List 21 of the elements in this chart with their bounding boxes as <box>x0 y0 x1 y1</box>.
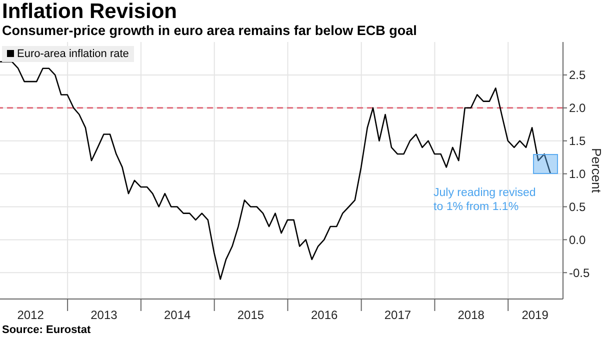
annotation: July reading revised to 1% from 1.1% <box>434 186 537 214</box>
y-tick-label: 2.5 <box>569 68 586 82</box>
x-tick-label: 2019 <box>522 308 549 322</box>
x-tick-label: 2013 <box>90 308 118 322</box>
chart-title: Inflation Revision <box>2 0 178 24</box>
y-axis-title: Percent <box>589 147 604 195</box>
chart-subtitle: Consumer-price growth in euro area remains far below ECB goal <box>2 23 417 38</box>
source-note: Source: Eurostat <box>2 324 91 336</box>
y-tick-label: 0.5 <box>569 200 586 214</box>
x-tick-label: 2018 <box>458 308 485 322</box>
y-tick-label: 1.5 <box>569 134 586 148</box>
x-tick-label: 2014 <box>164 308 192 322</box>
x-tick-label: 2017 <box>384 308 412 322</box>
y-tick-label: 2.0 <box>569 101 586 116</box>
x-tick-label: 2016 <box>310 308 338 322</box>
x-tick-label: 2015 <box>237 308 264 322</box>
y-tick-label: 1.0 <box>569 167 586 182</box>
y-tick-label: 0.0 <box>569 232 586 247</box>
y-tick-label: -0.5 <box>569 266 590 280</box>
legend-label: Euro-area inflation rate <box>16 48 129 60</box>
x-tick-label: 2012 <box>17 308 44 322</box>
